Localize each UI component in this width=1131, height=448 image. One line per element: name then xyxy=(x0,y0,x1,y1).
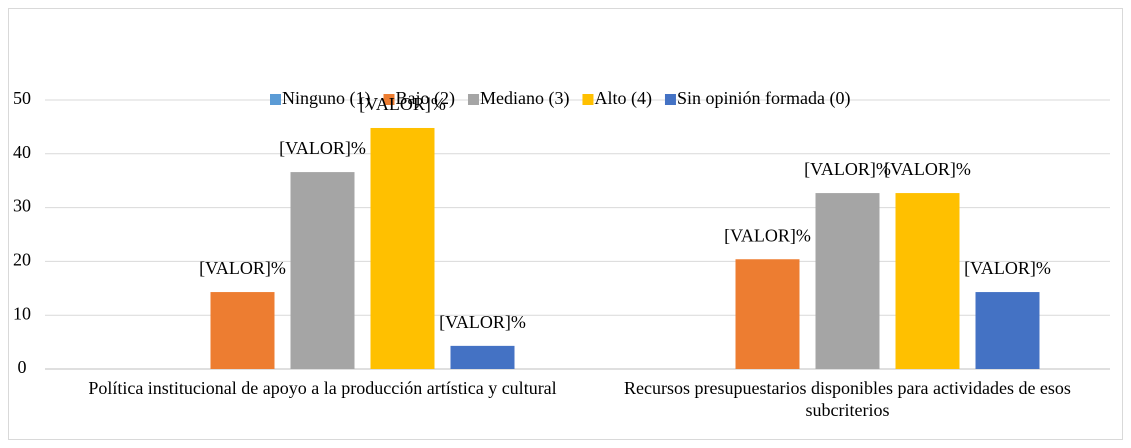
x-tick-label: Política institucional de apoyo a la pro… xyxy=(88,378,557,398)
legend-label: Mediano (3) xyxy=(480,88,569,109)
legend-label: Alto (4) xyxy=(594,88,652,109)
legend-swatch xyxy=(383,94,395,105)
y-tick-label: 30 xyxy=(13,196,31,216)
data-label: [VALOR]% xyxy=(724,225,811,245)
bar xyxy=(895,193,960,369)
y-tick-label: 10 xyxy=(13,303,31,323)
bar xyxy=(290,172,355,369)
data-label: [VALOR]% xyxy=(199,258,286,278)
bar xyxy=(975,292,1040,369)
y-tick-label: 50 xyxy=(13,88,31,108)
legend-swatch xyxy=(664,94,676,105)
data-label: [VALOR]% xyxy=(279,138,366,158)
data-label: [VALOR]% xyxy=(884,159,971,179)
legend-swatch xyxy=(467,94,479,105)
x-tick-label-box: Política institucional de apoyo a la pro… xyxy=(88,378,557,398)
bar xyxy=(815,193,880,369)
data-label: [VALOR]% xyxy=(804,159,891,179)
y-tick-label: 0 xyxy=(18,357,27,377)
bar xyxy=(735,259,800,369)
legend-label: Sin opinión formada (0) xyxy=(677,88,850,109)
y-tick-label: 20 xyxy=(13,250,31,270)
legend-label: Ninguno (1) xyxy=(282,88,371,109)
bar xyxy=(370,127,435,369)
legend-swatch xyxy=(270,94,281,105)
bar xyxy=(210,292,275,369)
data-label: [VALOR]% xyxy=(964,258,1051,278)
x-tick-label-box: Recursos presupuestarios disponibles par… xyxy=(624,378,1071,420)
y-tick-label: 40 xyxy=(13,142,31,162)
bar xyxy=(450,345,515,369)
data-label: [VALOR]% xyxy=(359,94,446,114)
data-label: [VALOR]% xyxy=(439,312,526,332)
x-tick-label: Recursos presupuestarios disponibles par… xyxy=(624,378,1071,420)
legend-swatch xyxy=(582,94,594,105)
legend-label: Bajo (2) xyxy=(396,88,455,109)
